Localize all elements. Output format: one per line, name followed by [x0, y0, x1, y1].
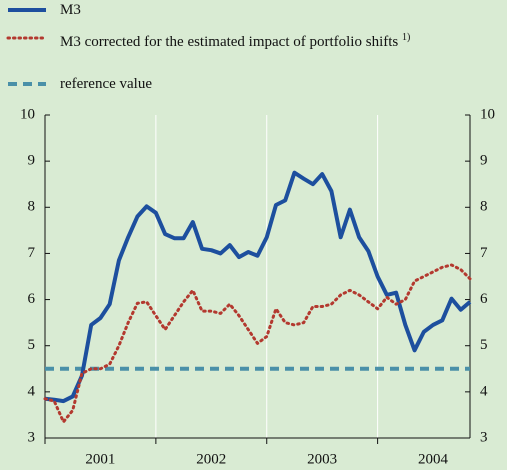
x-tick-label: 2003 — [307, 451, 337, 467]
legend-label: M3 — [60, 2, 81, 18]
y-tick-label: 5 — [28, 337, 36, 353]
y2-tick-label: 8 — [480, 199, 488, 215]
y-tick-label: 10 — [20, 106, 35, 122]
y2-tick-label: 4 — [480, 383, 488, 399]
legend-label: reference value — [60, 76, 153, 92]
y-tick-label: 4 — [28, 383, 36, 399]
y-tick-label: 9 — [28, 153, 36, 169]
y-tick-label: 8 — [28, 199, 36, 215]
x-tick-label: 2002 — [196, 451, 226, 467]
y-tick-label: 6 — [28, 291, 36, 307]
x-tick-label: 2001 — [85, 451, 115, 467]
footnote-mark: 1) — [401, 32, 411, 43]
series-line — [43, 263, 472, 424]
legend-label: M3 corrected for the estimated impact of… — [60, 34, 399, 50]
legend-entry: M3 corrected for the estimated impact of… — [60, 30, 460, 50]
y2-tick-label: 3 — [480, 429, 488, 445]
x-tick-label: 2004 — [418, 451, 449, 467]
y2-tick-label: 5 — [480, 337, 488, 353]
legend-entry: M3 — [60, 2, 460, 18]
y-tick-label: 7 — [28, 245, 36, 261]
legend-entry: reference value — [60, 76, 460, 92]
y2-tick-label: 9 — [480, 153, 488, 169]
y2-tick-label: 6 — [480, 291, 488, 307]
y2-tick-label: 10 — [480, 106, 495, 122]
y-tick-label: 3 — [28, 429, 36, 445]
y2-tick-label: 7 — [480, 245, 488, 261]
series-line — [44, 170, 472, 404]
